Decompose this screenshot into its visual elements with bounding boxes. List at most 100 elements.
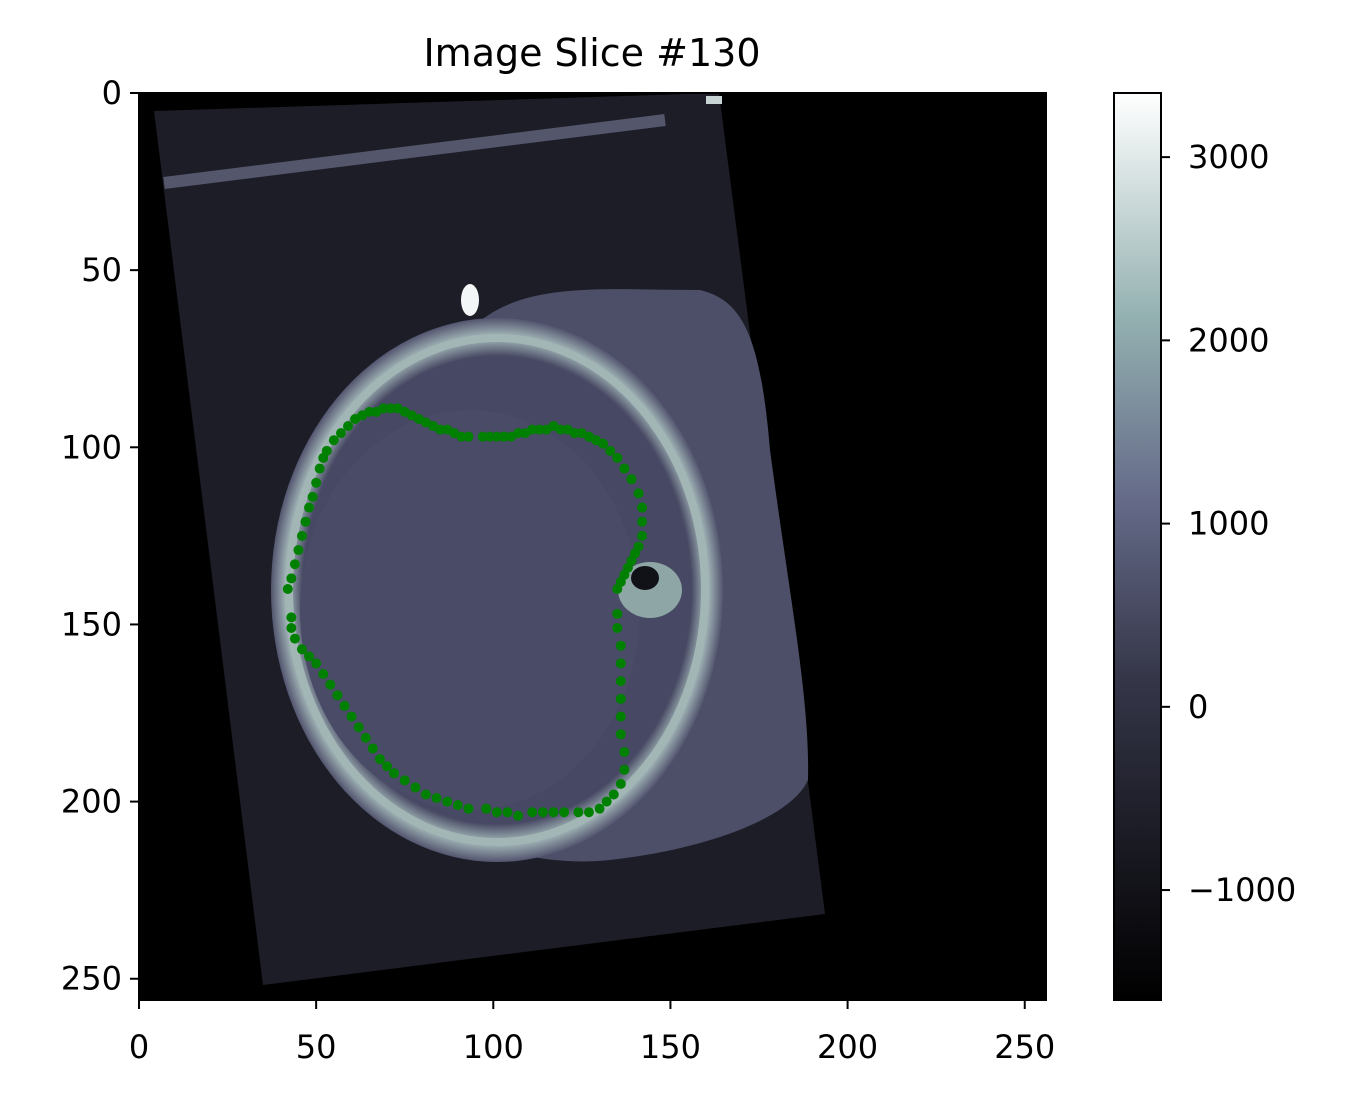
- contour-point: [335, 428, 346, 439]
- contour-point: [452, 800, 463, 811]
- contour-point: [293, 545, 304, 556]
- contour-point: [534, 424, 545, 435]
- colorbar-tick-label: 0: [1188, 688, 1208, 726]
- contour-point: [304, 502, 315, 513]
- contour-point: [328, 435, 339, 446]
- contour-point: [286, 573, 297, 584]
- chart-title: Image Slice #130: [423, 31, 760, 75]
- contour-point: [282, 584, 293, 595]
- contour-point: [615, 693, 626, 704]
- contour-point: [385, 403, 396, 414]
- contour-point: [332, 690, 343, 701]
- contour-point: [484, 431, 495, 442]
- colorbar-tick-label: 1000: [1188, 505, 1269, 543]
- contour-point: [615, 778, 626, 789]
- contour-point: [637, 516, 648, 527]
- ear-cavity: [631, 566, 659, 590]
- contour-point: [442, 796, 453, 807]
- contour-point: [633, 488, 644, 499]
- contour-point: [619, 463, 630, 474]
- contour-point: [463, 431, 474, 442]
- contour-point: [594, 803, 605, 814]
- x-tick-label: 150: [640, 1028, 701, 1066]
- contour-point: [289, 633, 300, 644]
- contour-point: [314, 463, 325, 474]
- contour-point: [382, 761, 393, 772]
- plot-frame: [138, 92, 1047, 1001]
- contour-point: [612, 622, 623, 633]
- contour-point: [513, 810, 524, 821]
- y-tick-label: 250: [61, 960, 122, 998]
- y-tick-label: 0: [102, 74, 122, 112]
- bright-artifact: [461, 284, 479, 316]
- contour-point: [321, 445, 332, 456]
- contour-point: [311, 477, 322, 488]
- contour-point: [364, 406, 375, 417]
- contour-point: [537, 807, 548, 818]
- contour-point: [374, 754, 385, 765]
- contour-point: [435, 424, 446, 435]
- colorbar-tick-label: 3000: [1188, 138, 1269, 176]
- contour-point: [343, 421, 354, 432]
- x-axis: 0 50 100 150 200 250: [129, 1000, 1055, 1066]
- contour-point: [339, 700, 350, 711]
- y-tick-label: 200: [61, 783, 122, 821]
- contour-point: [300, 516, 311, 527]
- contour-point: [307, 491, 318, 502]
- colorbar-tick-label: −1000: [1188, 871, 1296, 909]
- contour-point: [569, 428, 580, 439]
- contour-point: [612, 584, 623, 595]
- contour-point: [583, 807, 594, 818]
- contour-point: [619, 746, 630, 757]
- contour-point: [555, 424, 566, 435]
- x-tick-label: 50: [296, 1028, 337, 1066]
- contour-point: [598, 438, 609, 449]
- contour-point: [318, 669, 329, 680]
- contour-point: [612, 608, 623, 619]
- contour-point: [637, 502, 648, 513]
- colorbar: [1113, 92, 1162, 1001]
- contour-point: [626, 474, 637, 485]
- contour-point: [304, 651, 315, 662]
- contour-points: [282, 403, 648, 821]
- contour-point: [286, 622, 297, 633]
- x-tick-label: 250: [994, 1028, 1055, 1066]
- contour-point: [637, 530, 648, 541]
- contour-point: [615, 676, 626, 687]
- contour-point: [498, 431, 509, 442]
- contour-point: [491, 431, 502, 442]
- contour-point: [463, 803, 474, 814]
- contour-point: [420, 789, 431, 800]
- contour-point: [286, 612, 297, 623]
- contour-point: [353, 722, 364, 733]
- y-tick-label: 50: [81, 251, 122, 289]
- contour-point: [527, 424, 538, 435]
- y-axis: 0 50 100 150 200 250: [61, 74, 139, 998]
- contour-point: [491, 807, 502, 818]
- contour-point: [559, 807, 570, 818]
- colorbar-axis: 3000 2000 1000 0 −1000: [1161, 138, 1296, 909]
- contour-point: [410, 782, 421, 793]
- contour-point: [311, 658, 322, 669]
- contour-point: [325, 679, 336, 690]
- contour-point: [367, 743, 378, 754]
- contour-point: [615, 729, 626, 740]
- contour-point: [615, 658, 626, 669]
- contour-point: [619, 764, 630, 775]
- contour-point: [389, 768, 400, 779]
- contour-point: [431, 793, 442, 804]
- brain-region: [300, 410, 640, 810]
- corner-artifact: [706, 96, 722, 104]
- scan-tube: [163, 114, 666, 189]
- y-tick-label: 100: [61, 428, 122, 466]
- contour-point: [296, 644, 307, 655]
- x-tick-label: 0: [129, 1028, 149, 1066]
- x-tick-label: 200: [817, 1028, 878, 1066]
- contour-point: [378, 403, 389, 414]
- y-tick-label: 150: [61, 605, 122, 643]
- colorbar-tick-label: 2000: [1188, 321, 1269, 359]
- contour-point: [502, 807, 513, 818]
- contour-point: [346, 711, 357, 722]
- contour-point: [527, 807, 538, 818]
